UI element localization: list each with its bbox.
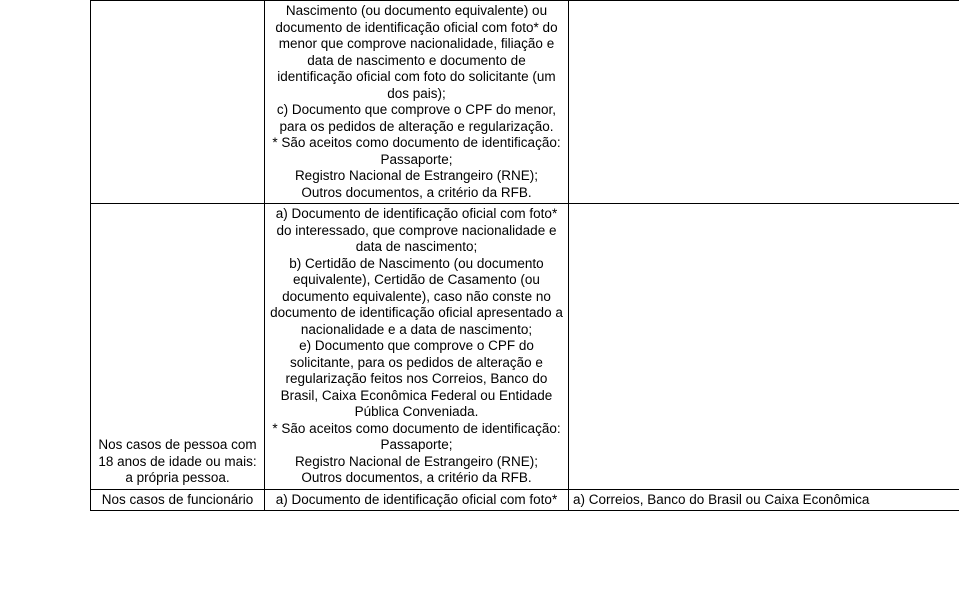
table-row: Nos casos de pessoa com 18 anos de idade…: [91, 204, 959, 490]
table-row: Nascimento (ou documento equivalente) ou…: [91, 1, 959, 204]
table-row: Nos casos de funcionário a) Documento de…: [91, 489, 959, 511]
cell-notes: [569, 204, 959, 490]
cell-applicant-type: Nos casos de pessoa com 18 anos de idade…: [91, 204, 265, 490]
cell-required-documents: a) Documento de identificação oficial co…: [265, 489, 569, 511]
cell-applicant-type: [91, 1, 265, 204]
document-page: Nascimento (ou documento equivalente) ou…: [0, 0, 959, 601]
cell-applicant-type: Nos casos de funcionário: [91, 489, 265, 511]
cell-notes: [569, 1, 959, 204]
cell-required-documents: a) Documento de identificação oficial co…: [265, 204, 569, 490]
cell-notes: a) Correios, Banco do Brasil ou Caixa Ec…: [569, 489, 959, 511]
cell-required-documents: Nascimento (ou documento equivalente) ou…: [265, 1, 569, 204]
requirements-table: Nascimento (ou documento equivalente) ou…: [90, 0, 959, 511]
